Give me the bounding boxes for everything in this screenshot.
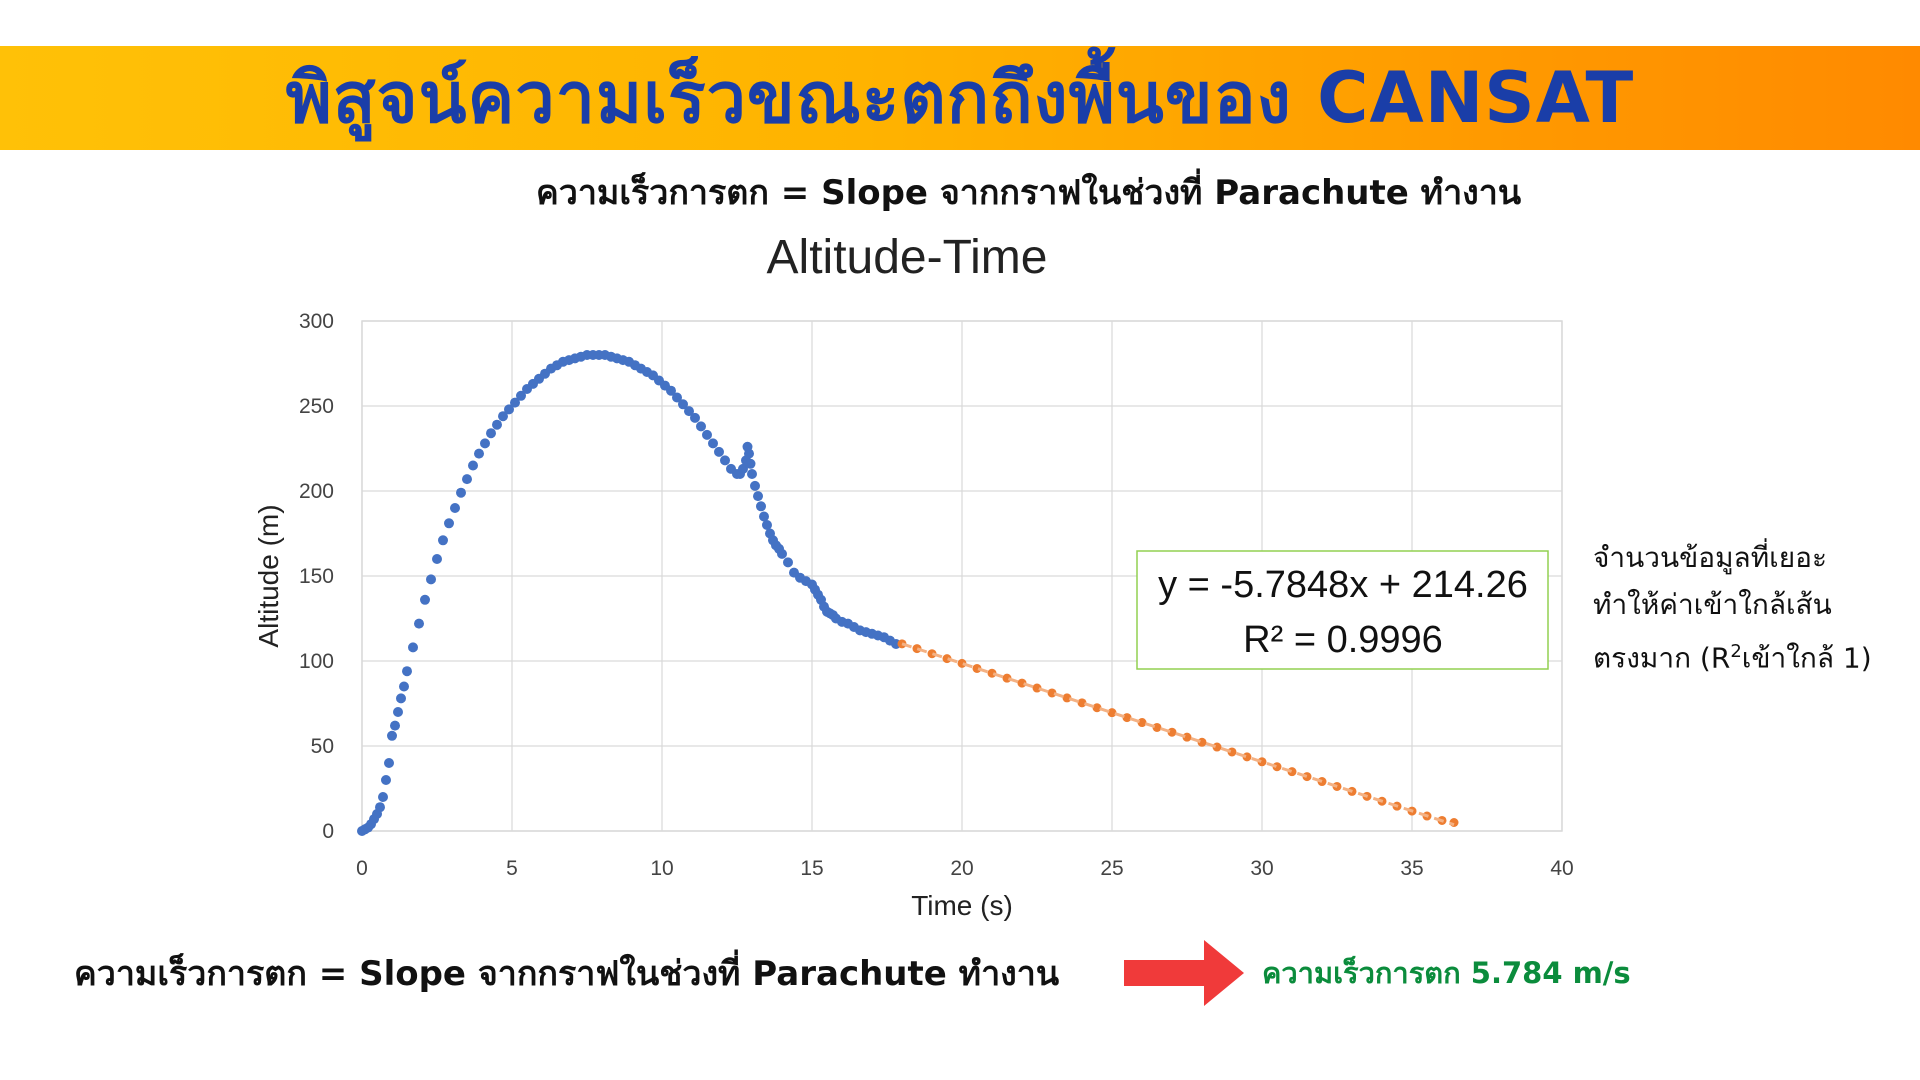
data-point [444, 518, 454, 529]
data-point [462, 474, 472, 485]
x-tick-label: 15 [800, 857, 823, 880]
y-tick-label: 0 [322, 820, 334, 843]
right-arrow-icon [1124, 940, 1244, 1006]
note-line-3: ตรงมาก (R2เข้าใกล้ 1) [1593, 628, 1913, 681]
r-squared-line: R² = 0.9996 [1243, 619, 1443, 661]
data-point [777, 548, 787, 559]
data-point [396, 693, 406, 704]
data-point [387, 730, 397, 741]
data-point [942, 654, 952, 664]
data-point [390, 720, 400, 731]
data-point [762, 520, 772, 530]
x-tick-label: 10 [650, 857, 673, 880]
data-point [747, 469, 757, 479]
data-point [480, 438, 490, 449]
y-tick-label: 300 [299, 310, 334, 333]
data-point [708, 438, 718, 449]
data-series [357, 350, 1459, 836]
note-line-3-text: ตรงมาก (R [1593, 641, 1731, 675]
plot-area-border [361, 320, 1563, 832]
data-point [375, 802, 385, 813]
y-tick-label: 50 [311, 735, 334, 758]
data-point [759, 511, 769, 522]
data-point [408, 642, 418, 653]
data-point [510, 397, 520, 408]
x-tick-label: 20 [950, 857, 973, 880]
x-tick-label: 30 [1250, 857, 1273, 880]
altitude-time-chart: Altitude-Time 0 50 100 150 200 250 300 0 5 10 15 2… [253, 231, 1574, 921]
data-point [504, 404, 514, 415]
y-axis-title: Altitude (m) [253, 504, 284, 647]
result-text: ความเร็วการตก 5.784 m/s [1262, 956, 1631, 990]
x-axis-title: Time (s) [911, 890, 1013, 921]
trendline-path [901, 642, 1455, 827]
note-line-2: ทำให้ค่าเข้าใกล้เส้น [1593, 588, 1832, 621]
data-point [666, 385, 676, 396]
data-point [738, 463, 748, 474]
y-tick-label: 250 [299, 395, 334, 418]
data-point [384, 758, 394, 768]
chart-title: Altitude-Time [767, 231, 1048, 284]
data-point [456, 487, 466, 498]
data-point [381, 775, 391, 785]
data-point [438, 535, 448, 546]
data-point [690, 412, 700, 423]
data-point [450, 503, 460, 513]
data-point [486, 428, 496, 439]
note-line-1: จำนวนข้อมูลที่เยอะ [1593, 541, 1827, 574]
data-point [414, 618, 424, 629]
data-point [702, 429, 712, 440]
bottom-statement: ความเร็วการตก = Slope จากกราฟในช่วงที่ P… [74, 954, 1060, 994]
data-point [783, 557, 793, 568]
data-point [745, 458, 756, 469]
y-tick-label: 200 [299, 480, 334, 503]
data-point [516, 390, 526, 401]
x-axis-ticks: 0 5 10 15 20 25 30 35 40 [356, 857, 1574, 880]
y-axis-ticks: 0 50 100 150 200 250 300 [299, 310, 334, 843]
equation-box [1136, 550, 1549, 670]
data-point [684, 406, 694, 417]
x-tick-label: 40 [1550, 857, 1573, 880]
x-tick-label: 35 [1400, 857, 1423, 880]
title-banner [0, 46, 1920, 150]
data-point [678, 399, 688, 410]
data-point [714, 446, 724, 457]
x-tick-label: 5 [506, 857, 518, 880]
data-point [753, 491, 763, 502]
note-superscript: 2 [1730, 641, 1742, 662]
x-tick-label: 0 [356, 857, 368, 880]
data-point [756, 501, 766, 512]
data-point [426, 574, 436, 585]
data-point [744, 448, 754, 459]
data-point [402, 666, 412, 677]
data-point [720, 455, 730, 466]
data-point [972, 663, 982, 673]
slide-subtitle: ความเร็วการตก = Slope จากกราฟในช่วงที่ P… [536, 173, 1522, 213]
data-point [432, 554, 442, 564]
data-point [750, 480, 760, 491]
data-point [927, 649, 937, 659]
data-point [498, 411, 508, 422]
data-point [474, 448, 484, 459]
data-point [492, 419, 502, 430]
equation-line: y = -5.7848x + 214.26 [1158, 564, 1528, 606]
y-tick-label: 100 [299, 650, 334, 673]
slide-title: พิสูจน์ความเร็วขณะตกถึงพื้นของ CANSAT [285, 57, 1635, 139]
x-tick-label: 25 [1100, 857, 1123, 880]
data-point [672, 392, 682, 403]
data-point [393, 707, 403, 717]
side-note: จำนวนข้อมูลที่เยอะ ทำให้ค่าเข้าใกล้เส้น … [1593, 534, 1913, 681]
data-point [420, 594, 430, 605]
trendline [901, 642, 1455, 827]
data-point [468, 460, 478, 471]
y-tick-label: 150 [299, 565, 334, 588]
data-point [696, 421, 706, 432]
data-point [399, 681, 409, 692]
series-1 [357, 350, 901, 836]
data-point [1107, 708, 1117, 718]
data-point [378, 792, 388, 802]
note-line-3-tail: เข้าใกล้ 1) [1741, 641, 1872, 675]
